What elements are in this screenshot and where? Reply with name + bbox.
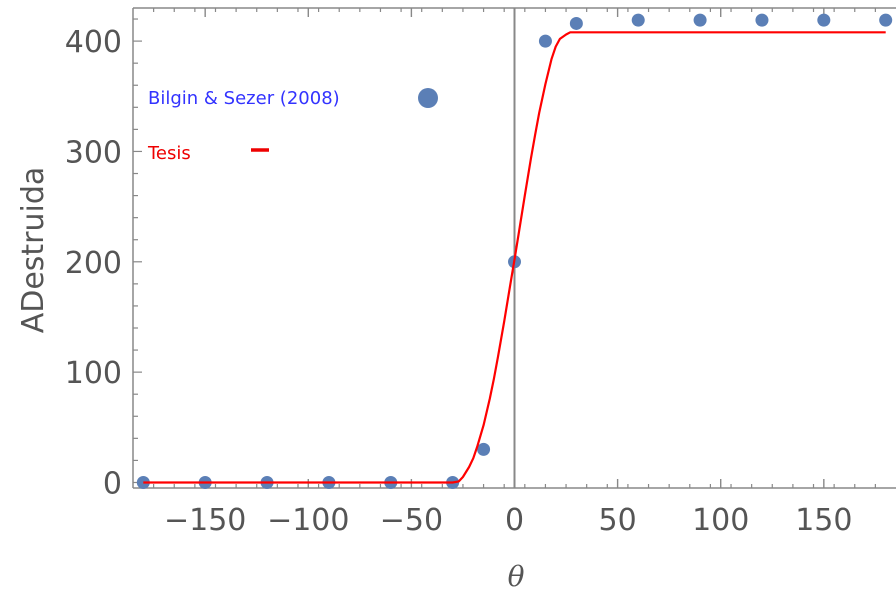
x-tick-label: 150 [795, 503, 852, 538]
axes: −150 −100 −50 0 50 100 150 0 100 200 300 400 [65, 8, 876, 538]
x-tick-label: −150 [164, 503, 246, 538]
data-point [755, 13, 769, 27]
y-tick-label: 400 [65, 25, 122, 60]
x-tick-label: 50 [599, 503, 637, 538]
data-point [538, 34, 552, 48]
legend: Bilgin & Sezer (2008) Tesis [147, 88, 438, 164]
series [136, 13, 893, 489]
data-point [631, 13, 645, 27]
legend-label-tesis: Tesis [147, 143, 191, 164]
y-tick-label: 300 [65, 135, 122, 170]
legend-label-bilgin: Bilgin & Sezer (2008) [148, 88, 340, 109]
x-axis-title: θ [508, 560, 525, 593]
series-line-tesis [143, 31, 886, 484]
data-point [817, 13, 831, 27]
data-point [879, 13, 893, 27]
data-point [693, 13, 707, 27]
x-tick-label: 0 [505, 503, 524, 538]
x-tick-label: 100 [692, 503, 749, 538]
x-tick-label: −100 [267, 503, 349, 538]
x-tick-label: −50 [380, 503, 443, 538]
y-tick-label: 200 [65, 246, 122, 281]
y-tick-label: 0 [103, 466, 122, 501]
y-axis-title: ADestruida [16, 167, 51, 334]
data-point [569, 16, 583, 30]
legend-marker-circle [418, 88, 438, 108]
data-point [477, 442, 491, 456]
y-tick-label: 100 [65, 356, 122, 391]
